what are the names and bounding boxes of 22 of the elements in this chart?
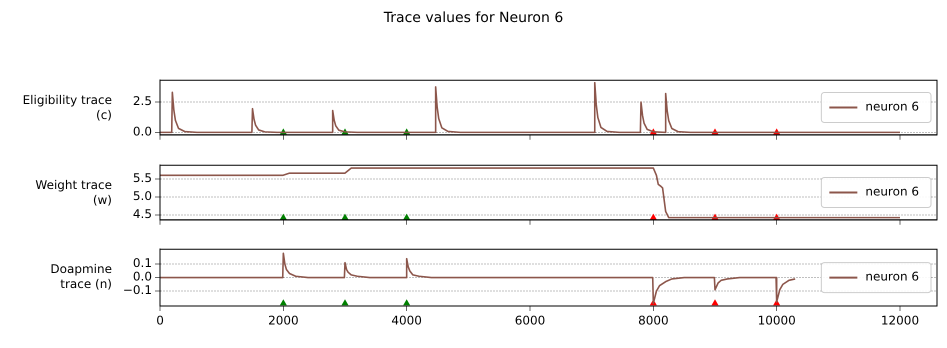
legend-label: neuron 6	[865, 184, 920, 199]
y-tick-label: 2.5	[132, 94, 152, 108]
y-tick-label: 0.0	[132, 124, 152, 138]
y-axis-title: Weight trace (w)	[34, 178, 112, 208]
x-tick-label: 0	[156, 313, 164, 328]
x-tick-label: 2000	[268, 313, 299, 328]
y-axis-title: Doapmine trace (n)	[49, 262, 112, 292]
y-axis-title: Eligibility trace (c)	[22, 92, 112, 122]
x-tick-label: 12000	[880, 313, 920, 328]
y-tick-label: 0.1	[132, 256, 152, 270]
legend-label: neuron 6	[865, 100, 920, 114]
chart-title: Trace values for Neuron 6	[382, 10, 564, 26]
y-tick-label: 5.5	[132, 171, 152, 186]
x-tick-label: 8000	[638, 313, 669, 328]
y-tick-label: 0.0	[132, 270, 152, 284]
x-tick-label: 10000	[758, 313, 796, 328]
y-tick-label: 5.0	[132, 189, 152, 204]
x-tick-label: 4000	[391, 313, 422, 328]
x-tick-label: 6000	[514, 313, 546, 328]
y-tick-label: −0.1	[122, 283, 152, 298]
legend-label: neuron 6	[865, 270, 920, 284]
y-tick-label: 4.5	[132, 207, 152, 222]
